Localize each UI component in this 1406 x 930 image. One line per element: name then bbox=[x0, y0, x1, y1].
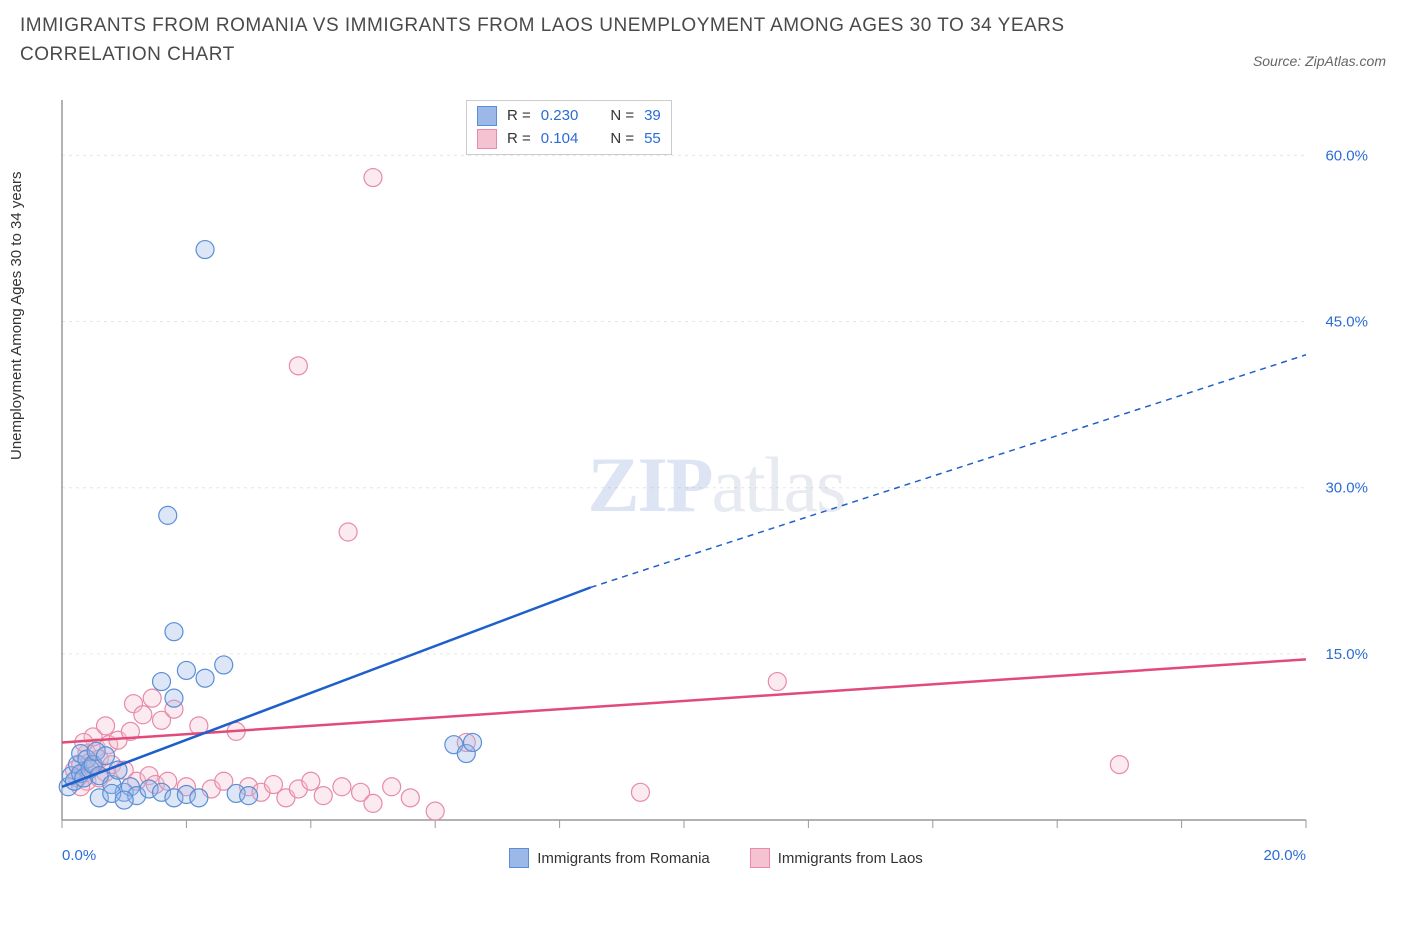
swatch-romania bbox=[477, 106, 497, 126]
source-label: Source: ZipAtlas.com bbox=[1253, 53, 1386, 69]
legend-item-laos: Immigrants from Laos bbox=[750, 848, 923, 868]
svg-text:60.0%: 60.0% bbox=[1325, 147, 1368, 164]
series-legend: Immigrants from Romania Immigrants from … bbox=[56, 848, 1376, 868]
n-label: N = bbox=[610, 128, 634, 151]
legend-item-romania: Immigrants from Romania bbox=[509, 848, 710, 868]
swatch-laos bbox=[750, 848, 770, 868]
svg-text:45.0%: 45.0% bbox=[1325, 314, 1368, 331]
r-label: R = bbox=[507, 105, 531, 128]
n-value-laos: 55 bbox=[644, 128, 661, 151]
svg-text:15.0%: 15.0% bbox=[1325, 646, 1368, 663]
n-label: N = bbox=[610, 105, 634, 128]
r-value-romania: 0.230 bbox=[541, 105, 579, 128]
swatch-romania bbox=[509, 848, 529, 868]
chart-area: 15.0%30.0%45.0%60.0%0.0%20.0% ZIPatlas R… bbox=[56, 100, 1376, 870]
legend-label-romania: Immigrants from Romania bbox=[537, 850, 710, 867]
n-value-romania: 39 bbox=[644, 105, 661, 128]
legend-label-laos: Immigrants from Laos bbox=[778, 850, 923, 867]
scatter-plot: 15.0%30.0%45.0%60.0%0.0%20.0% bbox=[56, 100, 1376, 870]
r-value-laos: 0.104 bbox=[541, 128, 579, 151]
legend-row-romania: R = 0.230 N = 39 bbox=[477, 105, 661, 128]
legend-row-laos: R = 0.104 N = 55 bbox=[477, 128, 661, 151]
correlation-legend: R = 0.230 N = 39 R = 0.104 N = 55 bbox=[466, 100, 672, 155]
chart-title: IMMIGRANTS FROM ROMANIA VS IMMIGRANTS FR… bbox=[20, 12, 1120, 69]
swatch-laos bbox=[477, 129, 497, 149]
svg-text:30.0%: 30.0% bbox=[1325, 480, 1368, 497]
r-label: R = bbox=[507, 128, 531, 151]
y-axis-label: Unemployment Among Ages 30 to 34 years bbox=[8, 171, 25, 460]
